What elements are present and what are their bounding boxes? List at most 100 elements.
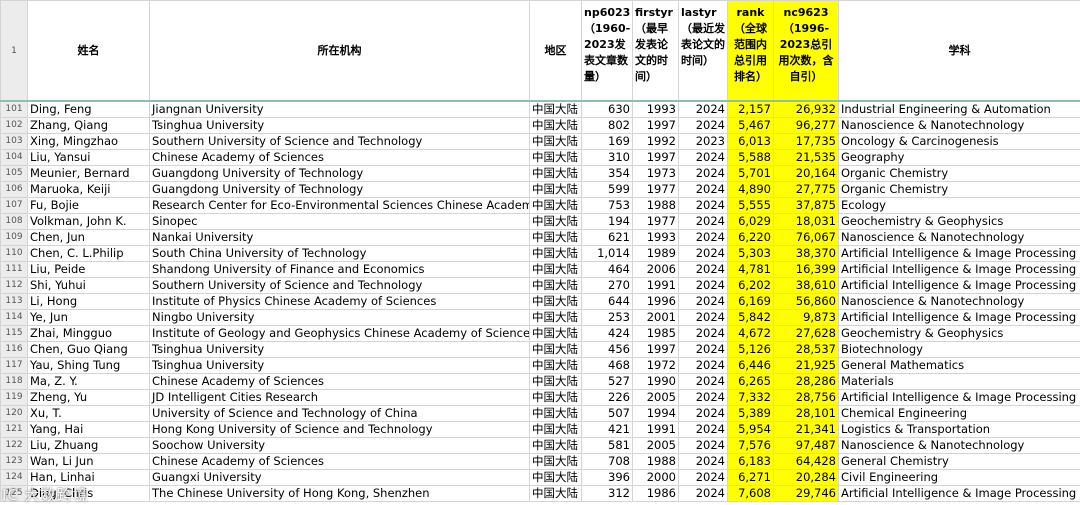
cell-firstyr[interactable]: 1992 [632,133,679,150]
cell-nc[interactable]: 28,286 [773,373,839,390]
cell-region[interactable]: 中国大陆 [529,293,582,310]
row-number[interactable]: 116 [0,341,28,358]
cell-nc[interactable]: 96,277 [773,117,839,134]
cell-rank[interactable]: 5,588 [727,149,774,166]
cell-institution[interactable]: Institute of Physics Chinese Academy of … [149,293,530,310]
cell-institution[interactable]: Jiangnan University [149,100,530,118]
cell-nc[interactable]: 27,775 [773,181,839,198]
cell-np[interactable]: 507 [581,405,633,422]
cell-region[interactable]: 中国大陆 [529,341,582,358]
row-number[interactable]: 115 [0,325,28,342]
row-number[interactable]: 103 [0,133,28,150]
cell-field[interactable]: Nanoscience & Nanotechnology [838,117,1080,134]
cell-institution[interactable]: The Chinese University of Hong Kong, She… [149,485,530,502]
cell-np[interactable]: 708 [581,453,633,470]
cell-nc[interactable]: 64,428 [773,453,839,470]
cell-np[interactable]: 226 [581,389,633,406]
cell-region[interactable]: 中国大陆 [529,373,582,390]
cell-field[interactable]: Organic Chemistry [838,181,1080,198]
cell-np[interactable]: 753 [581,197,633,214]
cell-np[interactable]: 621 [581,229,633,246]
cell-institution[interactable]: Sinopec [149,213,530,230]
cell-rank[interactable]: 7,332 [727,389,774,406]
cell-nc[interactable]: 37,875 [773,197,839,214]
cell-np[interactable]: 527 [581,373,633,390]
cell-firstyr[interactable]: 1993 [632,100,679,118]
cell-lastyr[interactable]: 2024 [678,325,728,342]
cell-lastyr[interactable]: 2024 [678,437,728,454]
cell-institution[interactable]: Shandong University of Finance and Econo… [149,261,530,278]
cell-name[interactable]: Han, Linhai [27,469,150,486]
row-number[interactable]: 104 [0,149,28,166]
cell-nc[interactable]: 16,399 [773,261,839,278]
cell-np[interactable]: 310 [581,149,633,166]
cell-rank[interactable]: 7,608 [727,485,774,502]
cell-field[interactable]: Artificial Intelligence & Image Processi… [838,389,1080,406]
header-name[interactable]: 姓名 [27,0,150,102]
header-institution[interactable]: 所在机构 [149,0,530,102]
cell-institution[interactable]: Guangxi University [149,469,530,486]
row-number[interactable]: 102 [0,117,28,134]
cell-field[interactable]: Artificial Intelligence & Image Processi… [838,261,1080,278]
cell-firstyr[interactable]: 1988 [632,453,679,470]
cell-institution[interactable]: Chinese Academy of Sciences [149,149,530,166]
cell-lastyr[interactable]: 2024 [678,213,728,230]
cell-nc[interactable]: 76,067 [773,229,839,246]
cell-institution[interactable]: Southern University of Science and Techn… [149,277,530,294]
row-number[interactable]: 117 [0,357,28,374]
row-number[interactable]: 125 [0,485,28,502]
header-lastyr[interactable]: lastyr（最近发表论文的时间） [678,0,728,102]
cell-field[interactable]: Nanoscience & Nanotechnology [838,229,1080,246]
cell-field[interactable]: Artificial Intelligence & Image Processi… [838,245,1080,262]
cell-region[interactable]: 中国大陆 [529,357,582,374]
cell-institution[interactable]: Tsinghua University [149,117,530,134]
cell-np[interactable]: 456 [581,341,633,358]
cell-institution[interactable]: Southern University of Science and Techn… [149,133,530,150]
cell-name[interactable]: Ma, Z. Y. [27,373,150,390]
cell-np[interactable]: 194 [581,213,633,230]
cell-firstyr[interactable]: 1993 [632,229,679,246]
cell-institution[interactable]: Institute of Geology and Geophysics Chin… [149,325,530,342]
cell-firstyr[interactable]: 1997 [632,117,679,134]
cell-field[interactable]: General Chemistry [838,453,1080,470]
cell-field[interactable]: Nanoscience & Nanotechnology [838,437,1080,454]
cell-name[interactable]: Xing, Mingzhao [27,133,150,150]
cell-lastyr[interactable]: 2024 [678,469,728,486]
cell-name[interactable]: Chen, Jun [27,229,150,246]
cell-rank[interactable]: 5,303 [727,245,774,262]
cell-firstyr[interactable]: 2006 [632,261,679,278]
cell-nc[interactable]: 21,341 [773,421,839,438]
cell-lastyr[interactable]: 2024 [678,117,728,134]
cell-firstyr[interactable]: 1989 [632,245,679,262]
cell-name[interactable]: Liu, Yansui [27,149,150,166]
cell-nc[interactable]: 18,031 [773,213,839,230]
cell-nc[interactable]: 9,873 [773,309,839,326]
cell-np[interactable]: 468 [581,357,633,374]
cell-field[interactable]: Artificial Intelligence & Image Processi… [838,277,1080,294]
cell-name[interactable]: Li, Hong [27,293,150,310]
cell-region[interactable]: 中国大陆 [529,261,582,278]
row-number[interactable]: 113 [0,293,28,310]
cell-field[interactable]: Geochemistry & Geophysics [838,325,1080,342]
cell-region[interactable]: 中国大陆 [529,277,582,294]
cell-firstyr[interactable]: 1996 [632,293,679,310]
cell-rank[interactable]: 2,157 [727,100,774,118]
cell-nc[interactable]: 28,537 [773,341,839,358]
cell-name[interactable]: Volkman, John K. [27,213,150,230]
cell-rank[interactable]: 5,842 [727,309,774,326]
cell-lastyr[interactable]: 2024 [678,277,728,294]
cell-lastyr[interactable]: 2024 [678,100,728,118]
cell-rank[interactable]: 5,389 [727,405,774,422]
cell-institution[interactable]: Hong Kong University of Science and Tech… [149,421,530,438]
cell-lastyr[interactable]: 2024 [678,293,728,310]
cell-field[interactable]: Geochemistry & Geophysics [838,213,1080,230]
cell-np[interactable]: 802 [581,117,633,134]
cell-field[interactable]: Industrial Engineering & Automation [838,100,1080,118]
row-number[interactable]: 108 [0,213,28,230]
cell-rank[interactable]: 6,271 [727,469,774,486]
cell-nc[interactable]: 21,535 [773,149,839,166]
row-number[interactable]: 119 [0,389,28,406]
row-number[interactable]: 120 [0,405,28,422]
cell-nc[interactable]: 20,164 [773,165,839,182]
cell-lastyr[interactable]: 2024 [678,165,728,182]
